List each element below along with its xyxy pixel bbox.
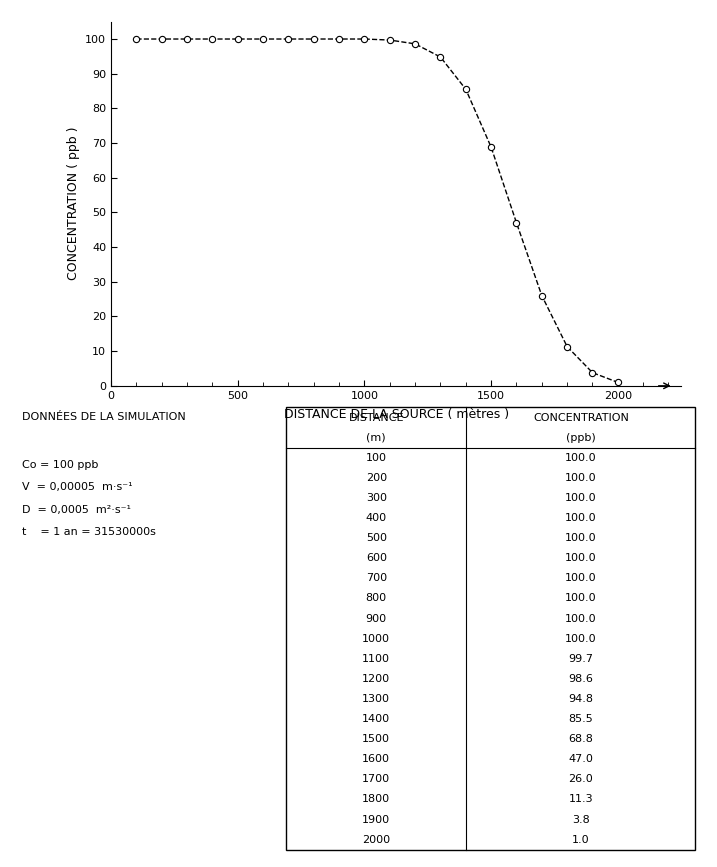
Text: 200: 200 (366, 473, 387, 483)
Text: 1.0: 1.0 (572, 835, 589, 844)
Text: D  = 0,0005  m²·s⁻¹: D = 0,0005 m²·s⁻¹ (22, 505, 130, 515)
X-axis label: DISTANCE DE LA SOURCE ( mètres ): DISTANCE DE LA SOURCE ( mètres ) (284, 407, 508, 420)
Text: 100.0: 100.0 (565, 453, 597, 463)
Text: 800: 800 (366, 593, 387, 603)
Text: 47.0: 47.0 (569, 754, 594, 764)
Text: 85.5: 85.5 (569, 714, 593, 724)
Y-axis label: CONCENTRATION ( ppb ): CONCENTRATION ( ppb ) (67, 127, 80, 281)
Text: 1100: 1100 (362, 654, 390, 664)
Text: 1600: 1600 (362, 754, 390, 764)
Text: DONNÉES DE LA SIMULATION: DONNÉES DE LA SIMULATION (22, 412, 185, 422)
Text: (m): (m) (366, 433, 386, 443)
Text: 1000: 1000 (362, 634, 390, 643)
Text: 300: 300 (366, 493, 386, 503)
Text: 100.0: 100.0 (565, 493, 597, 503)
Text: 99.7: 99.7 (569, 654, 594, 664)
Text: 2000: 2000 (362, 835, 390, 844)
Text: 100.0: 100.0 (565, 573, 597, 583)
Text: 100.0: 100.0 (565, 513, 597, 523)
Text: CONCENTRATION: CONCENTRATION (533, 413, 629, 422)
Text: 68.8: 68.8 (569, 734, 594, 744)
Text: 100.0: 100.0 (565, 593, 597, 603)
Text: 900: 900 (366, 614, 387, 623)
Text: 600: 600 (366, 553, 386, 564)
Text: 11.3: 11.3 (569, 794, 593, 805)
Text: 1400: 1400 (362, 714, 390, 724)
Text: 100.0: 100.0 (565, 553, 597, 564)
Text: 400: 400 (366, 513, 387, 523)
Text: 1500: 1500 (362, 734, 390, 744)
Text: V  = 0,00005  m·s⁻¹: V = 0,00005 m·s⁻¹ (22, 482, 132, 492)
Text: 1800: 1800 (362, 794, 390, 805)
Text: 26.0: 26.0 (569, 774, 593, 785)
Text: (ppb): (ppb) (566, 433, 596, 443)
Text: 100.0: 100.0 (565, 473, 597, 483)
Text: 100.0: 100.0 (565, 614, 597, 623)
Text: 100: 100 (366, 453, 386, 463)
Text: 3.8: 3.8 (572, 814, 590, 825)
Text: t    = 1 an = 31530000s: t = 1 an = 31530000s (22, 527, 156, 538)
Text: 100.0: 100.0 (565, 533, 597, 543)
Text: 1200: 1200 (362, 674, 390, 684)
Text: 1300: 1300 (362, 694, 390, 704)
Text: 500: 500 (366, 533, 386, 543)
Text: 1900: 1900 (362, 814, 390, 825)
Text: 94.8: 94.8 (569, 694, 594, 704)
Text: 100.0: 100.0 (565, 634, 597, 643)
Text: 700: 700 (366, 573, 387, 583)
Text: Co = 100 ppb: Co = 100 ppb (22, 460, 98, 470)
Text: DISTANCE: DISTANCE (348, 413, 404, 422)
Text: 1700: 1700 (362, 774, 390, 785)
Text: 98.6: 98.6 (569, 674, 594, 684)
